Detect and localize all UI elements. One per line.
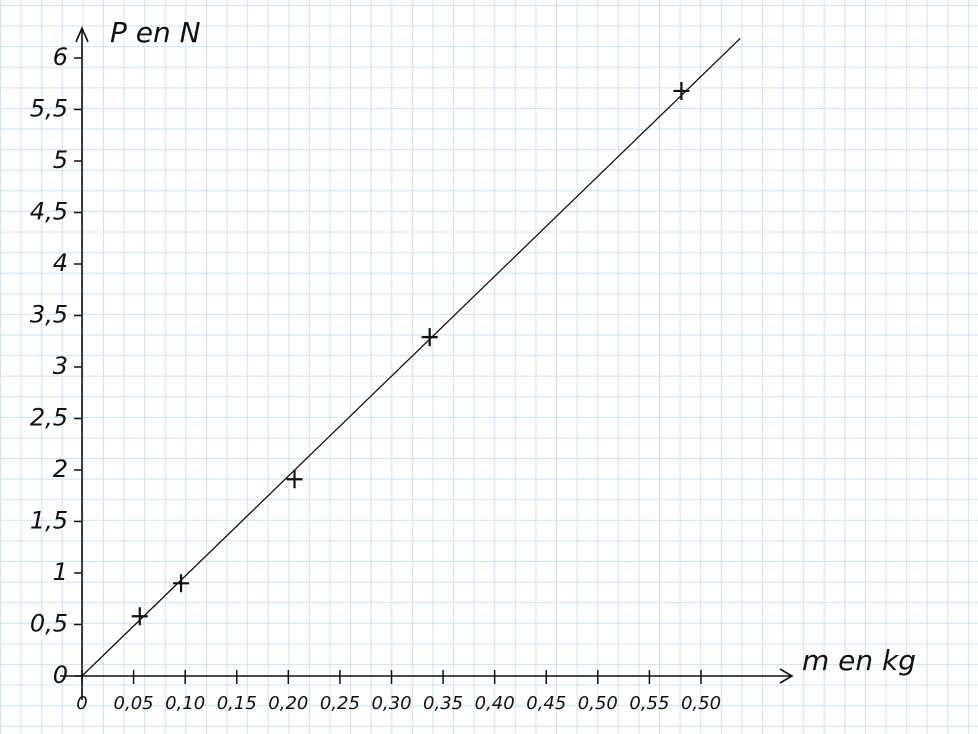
x-axis-label: m en kg bbox=[802, 644, 916, 677]
y-axis-label: P en N bbox=[110, 16, 201, 49]
x-tick-label: 0,30 bbox=[371, 693, 411, 714]
y-tick-label: 5 bbox=[53, 146, 68, 174]
x-tick-label: 0,50 bbox=[681, 693, 721, 714]
point bbox=[421, 328, 438, 347]
x-tick-label: 0,15 bbox=[217, 693, 257, 714]
y-tick-label: 2,5 bbox=[30, 404, 68, 432]
fit-line bbox=[81, 37, 741, 677]
x-tick-label: 0,10 bbox=[165, 693, 205, 714]
y-tick-label: 0,5 bbox=[30, 610, 68, 638]
x-tick-label: 0,20 bbox=[268, 693, 308, 714]
y-tick-label: 4 bbox=[53, 249, 68, 277]
y-axis bbox=[75, 25, 89, 700]
point bbox=[131, 607, 148, 626]
point bbox=[173, 574, 190, 593]
x-tick-label: 0 bbox=[76, 693, 87, 714]
y-tick-label: 0 bbox=[53, 661, 68, 689]
point bbox=[673, 81, 690, 100]
y-tick-label: 3,5 bbox=[30, 301, 68, 329]
x-tick-label: 0,25 bbox=[320, 693, 360, 714]
y-tick-label: 2 bbox=[53, 455, 68, 483]
x-axis bbox=[60, 668, 794, 684]
x-tick-label: 0,40 bbox=[475, 693, 515, 714]
y-tick-label: 5,5 bbox=[30, 95, 68, 123]
y-tick-label: 4,5 bbox=[30, 198, 68, 226]
y-tick-label: 6 bbox=[53, 43, 68, 71]
x-tick-label: 0,05 bbox=[114, 693, 154, 714]
x-tick-label: 0,50 bbox=[578, 693, 618, 714]
x-tick-label: 0,45 bbox=[526, 693, 566, 714]
x-tick-label: 0,55 bbox=[629, 693, 669, 714]
y-tick-label: 3 bbox=[53, 352, 68, 380]
y-tick-label: 1,5 bbox=[30, 507, 68, 535]
y-tick-label: 1 bbox=[53, 558, 68, 586]
x-tick-label: 0,35 bbox=[423, 693, 463, 714]
point bbox=[286, 470, 303, 489]
